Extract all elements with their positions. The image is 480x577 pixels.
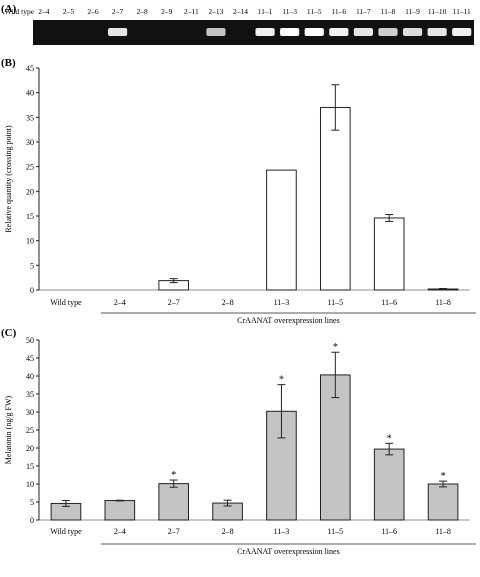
group-label: CrAANAT overexpression lines (237, 547, 340, 556)
chart-c: 0 5 10 15 20 25 30 35 40 45 50 Melatonin (ng/g FW) W… (4, 336, 476, 556)
bar (427, 483, 459, 521)
x-tick-label: Wild type (50, 527, 82, 536)
gel-band (255, 28, 275, 36)
y-tick-label: 10 (26, 237, 34, 246)
gel-band (108, 28, 128, 36)
y-tick-label: 20 (26, 444, 34, 453)
significance-marker: * (387, 433, 392, 444)
gel-lane-label: 2–4 (38, 7, 50, 16)
gel-image: Wild type 2–4 2–5 2–6 2–7 2–8 2–9 2–11 2–13 2–14 1… (5, 7, 474, 45)
y-tick-label: 0 (30, 516, 34, 525)
gel-lane-label: 11–8 (381, 7, 396, 16)
y-tick-label: 35 (26, 390, 34, 399)
bar (158, 483, 190, 521)
x-tick-label: 11–6 (381, 298, 397, 307)
gel-band (206, 28, 226, 36)
significance-marker: * (441, 471, 446, 482)
gel-lane-label: Wild type (5, 7, 35, 16)
gel-band (353, 28, 373, 36)
panel-b-letter: (B) (1, 57, 16, 69)
bar (373, 448, 405, 521)
significance-marker: * (333, 342, 338, 353)
y-tick-label: 45 (26, 354, 34, 363)
x-tick-label: 11–3 (274, 527, 290, 536)
gel-lane-label: 2–11 (184, 7, 199, 16)
y-axis-title: Relative quantity (crossing point) (4, 125, 13, 233)
gel-band (452, 28, 472, 36)
y-tick-label: 45 (26, 64, 34, 73)
x-tick-label: 11–5 (327, 527, 343, 536)
y-tick-label: 30 (26, 408, 34, 417)
gel-lane-label: 11–3 (282, 7, 297, 16)
gel-lane-label: 11–7 (356, 7, 371, 16)
bar (319, 374, 351, 521)
gel-lane-label: 11–9 (405, 7, 420, 16)
y-tick-label: 40 (26, 89, 34, 98)
y-tick-label: 10 (26, 480, 34, 489)
gel-lane-label: 2–5 (63, 7, 75, 16)
y-tick-label: 15 (26, 462, 34, 471)
gel-band (378, 28, 398, 36)
y-tick-label: 50 (26, 336, 34, 345)
gel-lane-label: 11–10 (428, 7, 447, 16)
y-tick-label: 5 (30, 498, 34, 507)
gel-lane-label: 11–5 (307, 7, 322, 16)
bar (104, 500, 136, 521)
x-tick-label: 2–4 (114, 527, 126, 536)
y-axis-title: Melatonin (ng/g FW) (4, 395, 13, 464)
y-tick-label: 15 (26, 212, 34, 221)
significance-marker: * (171, 470, 176, 481)
y-tick-label: 5 (30, 261, 34, 270)
x-tick-label: Wild type (50, 298, 82, 307)
x-tick-label: 11–8 (435, 527, 451, 536)
gel-lane-label: 2–6 (87, 7, 99, 16)
x-tick-label: 11–5 (327, 298, 343, 307)
panel-c-letter: (C) (1, 327, 17, 339)
x-tick-label: 2–8 (222, 527, 234, 536)
y-tick-label: 20 (26, 187, 34, 196)
y-tick-label: 25 (26, 163, 34, 172)
x-tick-label: 11–6 (381, 527, 397, 536)
bar (266, 169, 297, 291)
gel-band (402, 28, 423, 36)
x-tick-label: 2–7 (168, 298, 180, 307)
x-tick-label: 11–3 (274, 298, 290, 307)
y-tick-label: 40 (26, 372, 34, 381)
gel-band (304, 28, 324, 36)
panel-a-letter: (A) (1, 3, 17, 15)
y-tick-label: 25 (26, 426, 34, 435)
gel-lane-label: 11–11 (453, 7, 471, 16)
gel-lane-label: 2–7 (112, 7, 124, 16)
group-label: CrAANAT overexpression lines (237, 316, 340, 325)
x-tick-label: 2–4 (114, 298, 126, 307)
gel-lane-label: 2–8 (137, 7, 149, 16)
x-tick-label: 11–8 (435, 298, 451, 307)
gel-lane-label: 2–14 (233, 7, 248, 16)
gel-lane-label: 11–1 (258, 7, 273, 16)
x-tick-label: 2–8 (222, 298, 234, 307)
bar (319, 106, 351, 291)
x-tick-label: 2–7 (168, 527, 180, 536)
gel-lane-label: 2–9 (161, 7, 173, 16)
gel-background (33, 20, 474, 45)
y-tick-label: 0 (30, 286, 34, 295)
y-tick-label: 35 (26, 113, 34, 122)
gel-lane-label: 11–6 (331, 7, 346, 16)
bar (373, 217, 405, 291)
gel-band (329, 28, 349, 36)
gel-lane-label: 2–13 (208, 7, 223, 16)
chart-b: 0 5 10 15 20 25 30 35 40 45 Relative quantity (cro… (4, 64, 476, 325)
gel-band (280, 28, 300, 36)
significance-marker: * (279, 375, 284, 386)
y-tick-label: 30 (26, 138, 34, 147)
gel-band (427, 28, 447, 36)
